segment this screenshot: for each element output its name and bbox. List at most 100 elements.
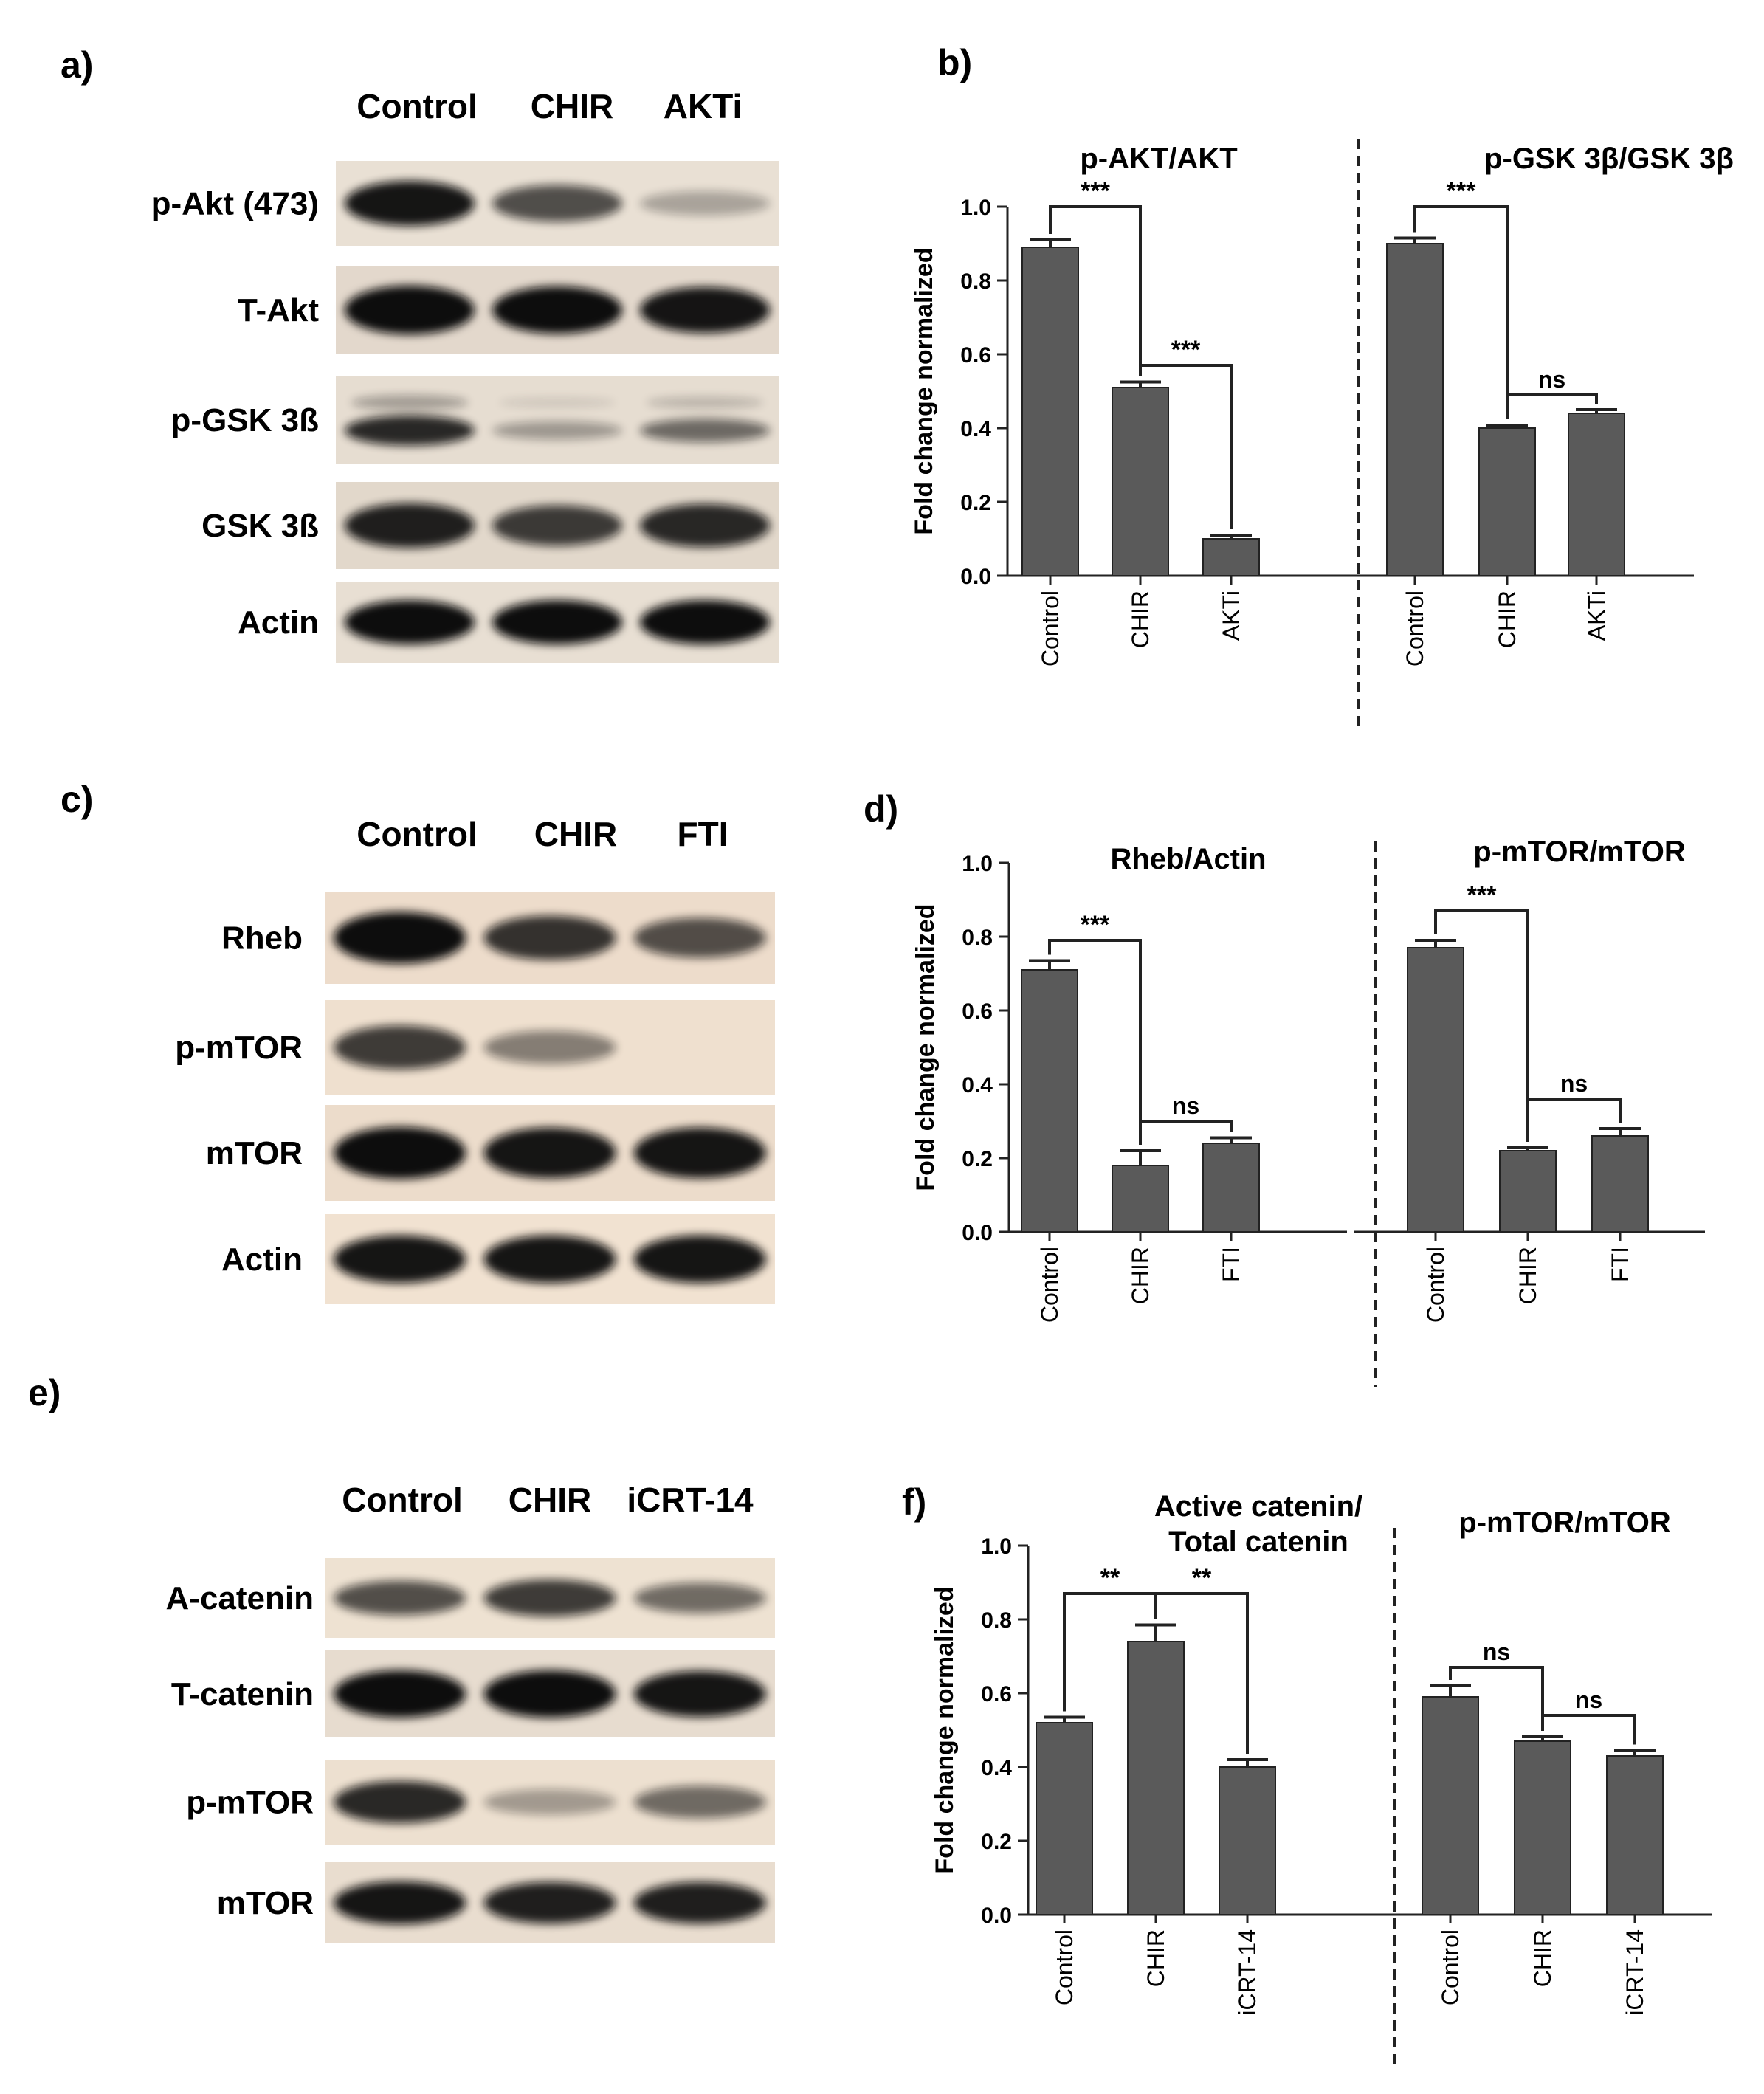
bar [1036, 1722, 1093, 1915]
group-title: p-GSK 3β/GSK 3β [1484, 142, 1734, 175]
significance-bracket [1154, 1592, 1249, 1754]
significance-label: ns [1483, 1639, 1510, 1665]
lane-label: Control [356, 87, 478, 125]
bar [1591, 1135, 1649, 1233]
blot-band [640, 503, 770, 548]
x-tick-label: CHIR [1515, 1247, 1541, 1304]
blot-row-label: T-Akt [238, 292, 319, 328]
blot-band [492, 505, 622, 546]
x-tick-label: Control [1037, 590, 1064, 667]
x-tick-label: FTI [1607, 1247, 1633, 1282]
significance-label: *** [1081, 177, 1110, 205]
significance-bracket [1526, 1098, 1622, 1142]
bar [1202, 538, 1260, 576]
blot-row: A-catenin [166, 1558, 775, 1638]
blot-row-label: p-mTOR [186, 1785, 314, 1821]
blot-row: Actin [221, 1214, 775, 1304]
bar [1407, 947, 1464, 1233]
blot-band [498, 398, 616, 407]
significance-bracket [1449, 1666, 1544, 1731]
bar [1606, 1755, 1664, 1915]
x-tick-label: AKTi [1218, 590, 1244, 641]
y-tick-label: 0.0 [960, 565, 991, 589]
group-title: p-AKT/AKT [1080, 142, 1237, 175]
x-tick-label: Control [1036, 1247, 1063, 1323]
blot-band [633, 917, 766, 958]
blot-band [646, 396, 764, 409]
bar-group: Rheb/Actin Control CHIR FTI *** ns [1009, 843, 1347, 1323]
significance-label: *** [1081, 911, 1110, 939]
blot-row: p-Akt (473) [151, 161, 779, 246]
y-tick-label: 0.2 [962, 1147, 993, 1171]
y-tick-label: 0.8 [962, 926, 993, 950]
bar [1478, 427, 1536, 576]
blot-band [483, 1235, 616, 1284]
blot-row: p-mTOR [175, 1000, 775, 1095]
blot-band [640, 419, 770, 443]
blot-row: GSK 3ß [201, 482, 779, 569]
x-tick-label: CHIR [1127, 1247, 1154, 1304]
blot-band [492, 185, 622, 222]
y-tick-label: 0.6 [962, 999, 993, 1024]
y-tick-label: 1.0 [960, 196, 991, 220]
x-tick-label: iCRT-14 [1622, 1929, 1648, 2016]
y-tick-label: 0.2 [960, 491, 991, 515]
bar [1568, 413, 1625, 576]
x-tick-label: iCRT-14 [1234, 1929, 1261, 2016]
x-tick-label: Control [1051, 1929, 1078, 2005]
y-tick-label: 0.8 [981, 1608, 1012, 1633]
significance-bracket [1506, 393, 1598, 419]
x-tick-label: CHIR [1127, 590, 1154, 648]
blot-band [345, 600, 475, 644]
blot-band [483, 1789, 616, 1815]
x-tick-label: Control [1402, 590, 1428, 667]
blot-band [334, 1580, 466, 1616]
blot-band [334, 1780, 466, 1824]
panel-letter: c) [61, 779, 93, 820]
significance-label: *** [1467, 881, 1497, 909]
bar-chart-panel: d) 0.0 0.2 0.4 0.6 0.8 1.0 Fold change normaliz… [864, 788, 1705, 1387]
blot-panel: c) Control CHIR FTI Rheb p-mTOR mTOR Actin [61, 779, 775, 1304]
blot-band [640, 286, 770, 334]
blot-band [345, 285, 475, 335]
bar-group: p-AKT/AKT Control CHIR AKTi *** *** [1007, 142, 1347, 667]
bar [1021, 247, 1079, 576]
blot-row: T-catenin [171, 1650, 775, 1737]
bar [1112, 387, 1169, 576]
blot-row-label: p-GSK 3ß [171, 402, 319, 438]
lane-label: AKTi [664, 87, 743, 125]
x-tick-label: CHIR [1494, 590, 1520, 648]
blot-row: Rheb [221, 892, 775, 984]
bar [1219, 1766, 1276, 1915]
bar-chart-panel: f) 0.0 0.2 0.4 0.6 0.8 1.0 Fold change normaliz… [902, 1481, 1712, 2070]
blot-band [640, 190, 770, 216]
y-tick-label: 0.2 [981, 1830, 1012, 1854]
significance-bracket [1541, 1714, 1636, 1745]
blot-row: Actin [238, 582, 779, 663]
y-tick-label: 1.0 [962, 852, 993, 876]
y-axis-label: Fold change normalized [910, 247, 938, 534]
blot-band [633, 1881, 766, 1924]
lane-label: CHIR [534, 815, 617, 853]
blot-row-label: Rheb [221, 920, 303, 957]
bar [1386, 243, 1444, 576]
bar-group: p-mTOR/mTOR Control CHIR FTI *** ns [1354, 836, 1705, 1323]
blot-band [345, 503, 475, 548]
x-tick-label: Control [1437, 1929, 1464, 2005]
significance-bracket [1434, 909, 1529, 1142]
blot-band [483, 915, 616, 960]
lane-label: Control [342, 1481, 463, 1519]
x-tick-label: CHIR [1143, 1929, 1169, 1987]
blot-band [633, 1127, 766, 1179]
panel-letter: b) [937, 42, 972, 83]
blot-row-label: Actin [221, 1241, 303, 1278]
blot-band [345, 415, 475, 446]
y-tick-label: 0.6 [960, 343, 991, 368]
x-tick-label: Control [1422, 1247, 1449, 1323]
blot-band [483, 1030, 616, 1064]
group-title: p-mTOR/mTOR [1458, 1506, 1671, 1539]
blot-panel: a) Control CHIR AKTi p-Akt (473) T-Akt p-GSK 3… [61, 44, 779, 663]
blot-row: mTOR [206, 1105, 775, 1201]
lane-label: CHIR [531, 87, 613, 125]
